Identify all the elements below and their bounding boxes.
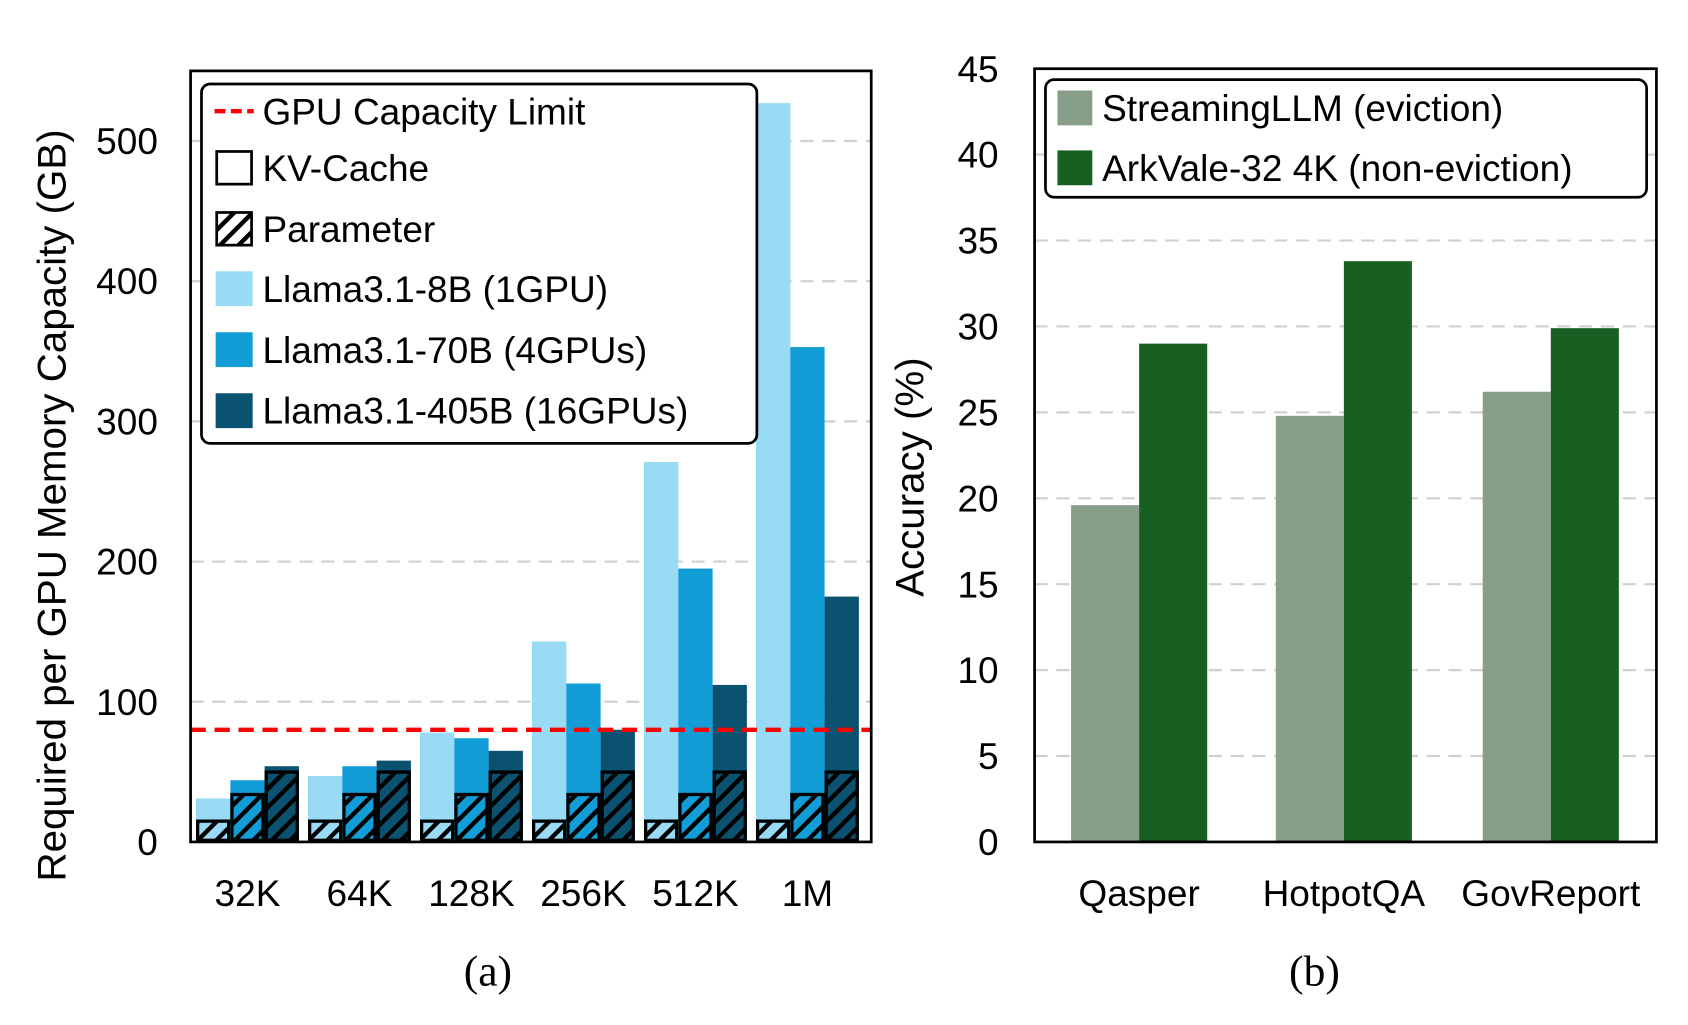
parameter-hatch xyxy=(308,819,343,842)
parameter-hatch xyxy=(454,792,489,842)
bar-Qasper-series-0 xyxy=(1071,505,1140,842)
bar-512K-series-0 xyxy=(643,462,679,842)
bar-GovReport-series-0 xyxy=(1482,391,1551,842)
parameter-hatch xyxy=(531,819,567,842)
y-tick-label: 5 xyxy=(978,735,999,777)
y-axis-label: Accuracy (%) xyxy=(887,357,932,597)
y-tick-label: 35 xyxy=(957,220,998,262)
legend-swatch-parameter xyxy=(215,211,253,247)
x-tick-label: Qasper xyxy=(1078,872,1199,914)
parameter-hatch xyxy=(643,819,679,842)
parameter-hatch xyxy=(566,792,601,842)
legend-swatch-series xyxy=(1057,90,1093,126)
x-tick-label: GovReport xyxy=(1461,872,1641,914)
y-tick-label: 20 xyxy=(957,477,998,519)
legend-swatch-series xyxy=(215,271,253,307)
parameter-hatch xyxy=(755,819,791,842)
plot-frame xyxy=(189,69,873,844)
legend-label: StreamingLLM (eviction) xyxy=(1102,87,1503,129)
bar-HotpotQA-series-1 xyxy=(1343,261,1412,842)
legend-label: Llama3.1-405B (16GPUs) xyxy=(262,390,688,432)
bar-1M-series-0 xyxy=(755,103,791,842)
parameter-hatch xyxy=(196,819,231,842)
legend-label: KV-Cache xyxy=(262,147,429,189)
legend-box xyxy=(200,82,759,445)
parameter-hatch xyxy=(488,770,523,842)
legend-label: Llama3.1-8B (1GPU) xyxy=(262,268,608,310)
legend-label: GPU Capacity Limit xyxy=(262,90,586,132)
parameter-hatch xyxy=(790,792,825,842)
y-tick-label: 30 xyxy=(957,306,998,348)
bar-Qasper-series-1 xyxy=(1139,343,1208,842)
y-tick-label: 100 xyxy=(96,681,158,723)
bar-GovReport-series-1 xyxy=(1550,328,1619,842)
plot-frame xyxy=(1033,67,1658,844)
legend-label: Parameter xyxy=(262,208,435,250)
parameter-hatch xyxy=(678,792,713,842)
chart-b-accuracy: 0 5 10 15 20 25 30 35 40 45 Qasper HotpotQA GovRepor… xyxy=(887,48,1658,996)
y-tick-label: 10 xyxy=(957,649,998,691)
y-axis-label: Required per GPU Memory Capacity (GB) xyxy=(29,129,74,881)
y-tick-label: 300 xyxy=(96,400,158,442)
x-tick-label: 1M xyxy=(782,872,833,914)
parameter-hatch xyxy=(420,819,455,842)
parameter-hatch xyxy=(376,770,411,842)
parameter-hatch xyxy=(600,770,635,842)
parameter-hatch xyxy=(230,792,265,842)
y-tick-label: 40 xyxy=(957,134,998,176)
y-tick-label: 25 xyxy=(957,391,998,433)
parameter-hatch xyxy=(264,770,299,842)
bar-HotpotQA-series-0 xyxy=(1275,415,1344,842)
x-tick-label: 64K xyxy=(327,872,393,914)
legend-label: ArkVale-32 4K (non-eviction) xyxy=(1102,147,1572,189)
y-tick-label: 200 xyxy=(96,541,158,583)
x-tick-label: 256K xyxy=(540,872,627,914)
caption-b: (b) xyxy=(1289,948,1340,996)
legend-swatch-series xyxy=(215,393,253,429)
bar-1M-series-1 xyxy=(790,347,825,842)
caption-a: (a) xyxy=(464,948,512,996)
x-tick-label: 32K xyxy=(215,872,281,914)
y-tick-label: 0 xyxy=(137,821,158,863)
parameter-hatch xyxy=(342,792,377,842)
x-tick-label: HotpotQA xyxy=(1263,872,1426,914)
y-tick-label: 15 xyxy=(957,563,998,605)
legend-swatch-kv-cache xyxy=(215,150,253,186)
x-tick-label: 128K xyxy=(428,872,515,914)
legend-box xyxy=(1044,78,1648,199)
y-tick-label: 400 xyxy=(96,260,158,302)
y-tick-label: 500 xyxy=(96,120,158,162)
legend-swatch-series xyxy=(215,332,253,368)
bar-256K-series-0 xyxy=(531,641,567,842)
legend-label: Llama3.1-70B (4GPUs) xyxy=(262,329,647,371)
legend: StreamingLLM (eviction) ArkVale-32 4K (no… xyxy=(1044,78,1648,199)
y-tick-label: 45 xyxy=(957,48,998,90)
legend-swatch-series xyxy=(1057,150,1093,186)
legend: GPU Capacity Limit KV-Cache Parameter Llama… xyxy=(200,82,759,445)
y-tick-label: 0 xyxy=(978,821,999,863)
x-tick-label: 512K xyxy=(652,872,739,914)
parameter-hatch xyxy=(712,770,747,842)
parameter-hatch xyxy=(824,770,859,842)
chart-a-memory-capacity: 0 100 200 300 400 500 32K 64K 128K 256K 512K 1M Requ… xyxy=(29,69,873,996)
